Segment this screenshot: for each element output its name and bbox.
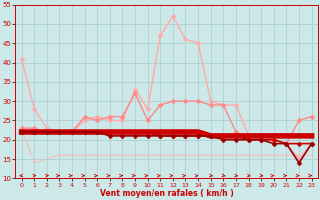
X-axis label: Vent moyen/en rafales ( km/h ): Vent moyen/en rafales ( km/h ): [100, 189, 234, 198]
